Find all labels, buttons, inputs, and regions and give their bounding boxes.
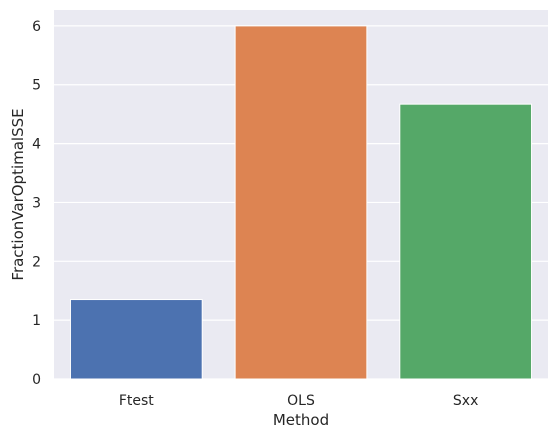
y-tick-label: 4 [32, 137, 41, 153]
bars [69, 25, 533, 380]
bar-ols [234, 25, 368, 380]
x-tick-labels: Ftest OLS Sxx [119, 393, 479, 409]
x-tick-label: Sxx [453, 393, 478, 409]
y-tick-label: 1 [32, 313, 41, 329]
y-tick-label: 6 [32, 19, 41, 35]
x-tick-label: Ftest [119, 393, 154, 409]
y-tick-label: 2 [32, 254, 41, 270]
x-tick-label: OLS [287, 393, 315, 409]
x-axis-label: Method [273, 411, 329, 429]
y-tick-label: 0 [32, 372, 41, 388]
y-tick-labels: 0 1 2 3 4 5 6 [32, 19, 41, 388]
bar-sxx [399, 103, 533, 380]
bar-ftest [69, 299, 203, 380]
y-tick-label: 3 [32, 195, 41, 211]
y-axis-label: FractionVarOptimalSSE [9, 108, 27, 280]
y-tick-label: 5 [32, 78, 41, 94]
